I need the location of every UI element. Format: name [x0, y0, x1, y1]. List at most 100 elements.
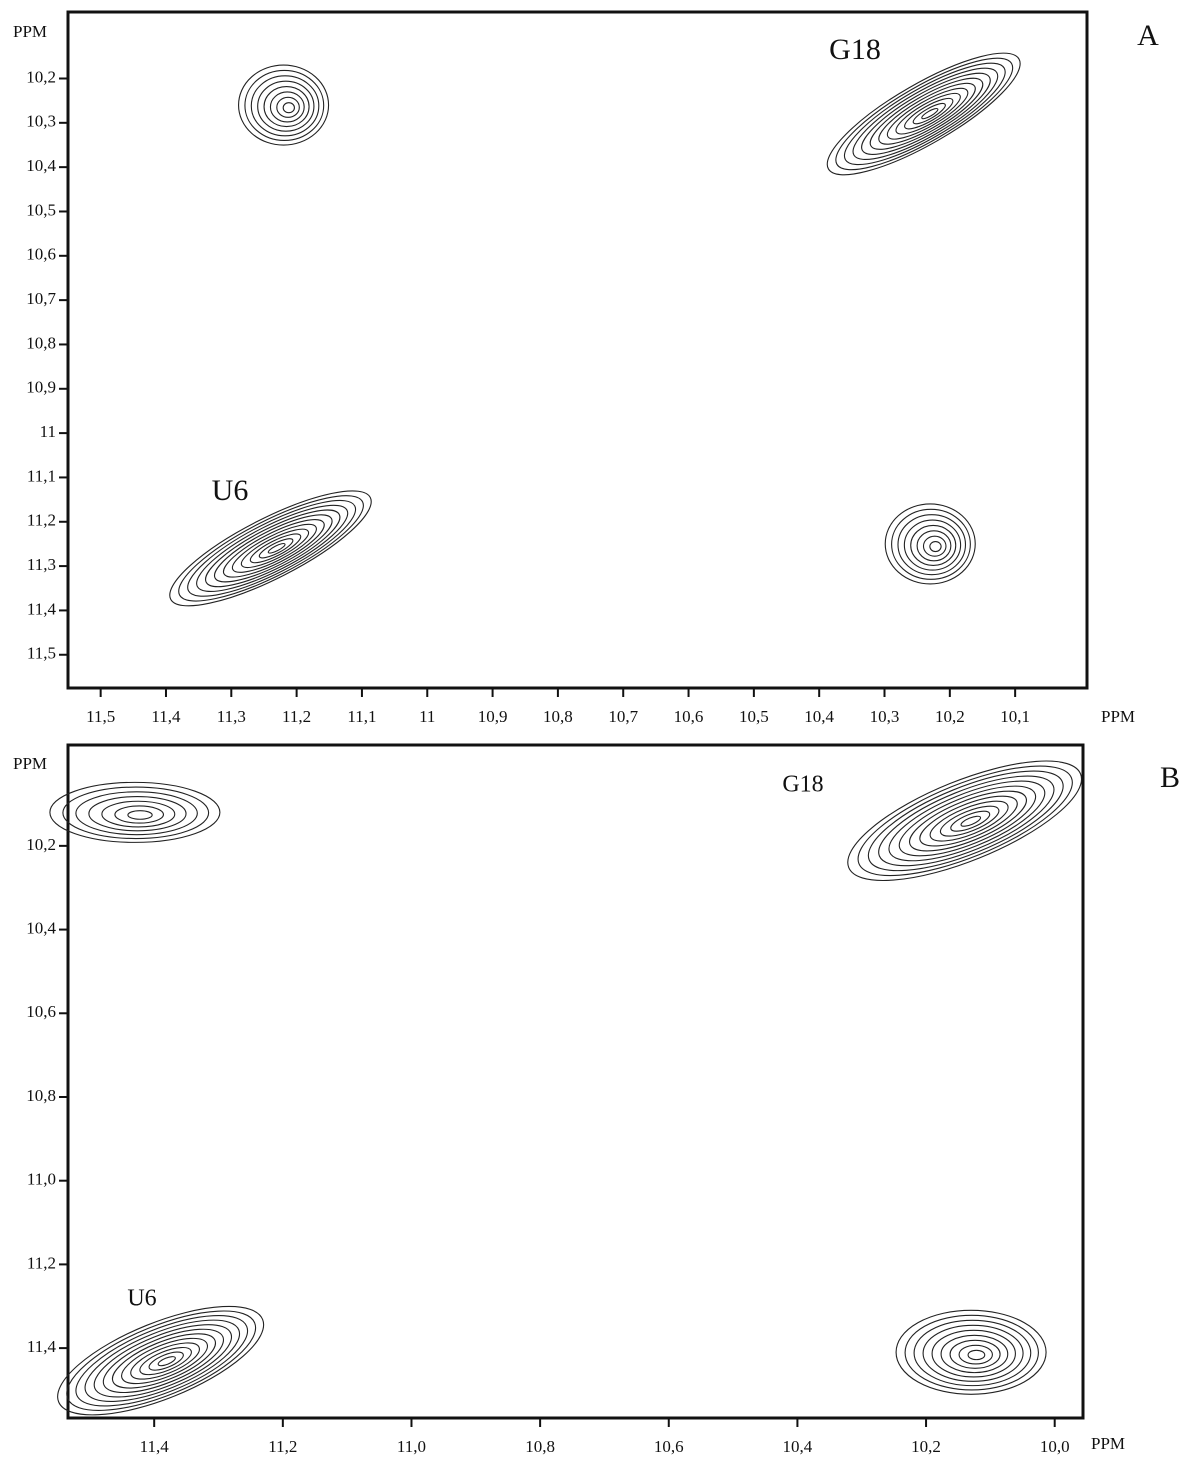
- contour-line: [244, 69, 325, 142]
- contour-line: [66, 1310, 257, 1411]
- contour-line: [75, 1315, 249, 1407]
- contour-line: [196, 504, 349, 592]
- x-axis-label: PPM: [1101, 707, 1135, 726]
- x-tick-label: 11,1: [347, 707, 376, 726]
- x-tick-label: 11,2: [282, 707, 311, 726]
- x-tick-label: 11: [419, 707, 435, 726]
- x-tick-label: 11,0: [397, 1437, 426, 1456]
- contour-line: [852, 67, 999, 161]
- x-tick-label: 10,6: [674, 707, 704, 726]
- contour-line: [922, 1324, 1024, 1382]
- x-tick-label: 10,8: [525, 1437, 555, 1456]
- x-tick-label: 10,2: [911, 1437, 941, 1456]
- contour-line: [169, 490, 372, 607]
- contour-line: [101, 800, 176, 828]
- panel-label: A: [1137, 19, 1159, 52]
- contour-line: [931, 1329, 1016, 1378]
- contour-line: [257, 80, 315, 132]
- contour-line: [139, 1346, 192, 1376]
- contour-line: [903, 519, 962, 571]
- contour-line: [940, 1334, 1009, 1374]
- y-tick-label: 11,2: [27, 511, 56, 530]
- contour-line: [222, 519, 325, 578]
- x-tick-label: 10,9: [478, 707, 508, 726]
- y-tick-label: 11,1: [27, 466, 56, 485]
- contour-line: [909, 790, 1027, 852]
- contour-line: [75, 791, 198, 836]
- contour-line: [913, 1319, 1032, 1387]
- contour-line: [884, 503, 976, 585]
- contour-line: [910, 524, 957, 566]
- contour-line: [912, 102, 946, 125]
- x-tick-label: 10,2: [935, 707, 965, 726]
- contour-line: [898, 785, 1037, 857]
- y-axis-label: PPM: [13, 22, 47, 41]
- contour-line: [250, 75, 320, 137]
- contour-line: [157, 1356, 176, 1367]
- contour-line: [231, 523, 317, 573]
- y-tick-label: 11,2: [27, 1253, 56, 1272]
- plot-frame: [66, 10, 1089, 690]
- contour-line: [205, 509, 341, 588]
- contour-line: [127, 810, 153, 820]
- x-tick-label: 10,4: [804, 707, 834, 726]
- x-tick-label: 10,4: [783, 1437, 813, 1456]
- contour-line: [960, 815, 982, 827]
- y-tick-label: 11: [40, 422, 56, 441]
- y-tick-label: 11,3: [27, 555, 56, 574]
- contour-line: [84, 1319, 241, 1403]
- contour-line: [886, 87, 969, 140]
- contour-line: [263, 86, 310, 128]
- contour-line: [857, 765, 1073, 877]
- contour-line: [895, 92, 961, 135]
- contour-line: [967, 1349, 986, 1361]
- peak-label: G18: [782, 772, 823, 798]
- contour-line: [904, 97, 954, 130]
- contour-line: [93, 1324, 233, 1398]
- contour-line: [929, 800, 1009, 842]
- chart: A PPM PPM 11,5 11,4 11,3 11,2 11,1 11 10,9 10,8 10,…: [13, 10, 1159, 726]
- contour-line: [111, 1333, 217, 1389]
- x-tick-label: 11,2: [268, 1437, 297, 1456]
- y-tick-label: 10,9: [26, 378, 56, 397]
- contour-line: [57, 1305, 265, 1416]
- contour-line: [888, 780, 1046, 862]
- contour-line: [897, 514, 967, 576]
- contour-line: [949, 1339, 1001, 1369]
- y-tick-label: 10,2: [26, 835, 56, 854]
- x-tick-label: 10,1: [1000, 707, 1030, 726]
- contour-line: [213, 514, 333, 583]
- contour-line: [847, 760, 1083, 882]
- contour-line: [49, 781, 221, 843]
- contour-line: [878, 82, 976, 145]
- y-tick-label: 10,6: [26, 245, 56, 264]
- y-tick-label: 11,4: [27, 1337, 57, 1356]
- contour-line: [121, 1337, 208, 1385]
- contour-line: [922, 535, 947, 557]
- y-tick-label: 10,5: [26, 200, 56, 219]
- peak-label: U6: [212, 474, 249, 507]
- x-tick-label: 11,4: [151, 707, 181, 726]
- x-tick-label: 10,3: [870, 707, 900, 726]
- x-tick-label: 10,7: [608, 707, 638, 726]
- contour-line: [276, 96, 300, 118]
- x-tick-label: 10,5: [739, 707, 769, 726]
- contour-line: [187, 499, 357, 597]
- y-tick-label: 10,4: [26, 918, 56, 937]
- contour-line: [929, 541, 942, 553]
- x-tick-label: 11,3: [217, 707, 246, 726]
- y-tick-label: 10,2: [26, 67, 56, 86]
- contour-line: [240, 528, 310, 569]
- peak-label: U6: [127, 1286, 156, 1312]
- x-tick-label: 10,0: [1040, 1437, 1070, 1456]
- contour-line: [919, 795, 1018, 847]
- contour-line: [114, 805, 165, 824]
- contour-line: [238, 64, 330, 146]
- contour-line: [267, 542, 286, 554]
- contour-line: [878, 775, 1055, 867]
- y-tick-label: 10,3: [26, 112, 56, 131]
- contour-line: [249, 533, 302, 564]
- peak-label: G18: [829, 33, 881, 66]
- plot-frame: [66, 743, 1085, 1420]
